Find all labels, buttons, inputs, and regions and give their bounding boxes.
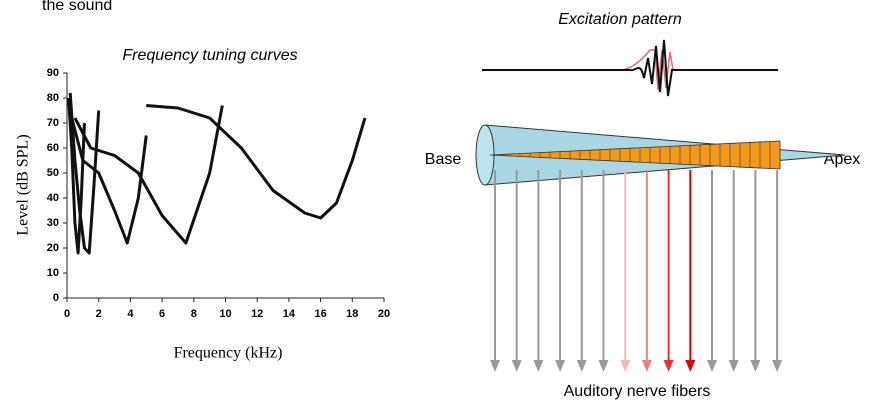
x-tick-label: 6 [159,308,165,320]
nerve-fibers [490,170,782,372]
y-tick-label: 60 [47,142,59,154]
fiber-head [555,360,565,372]
fiber-head [772,360,782,372]
x-tick-label: 16 [314,308,326,320]
x-tick-label: 8 [191,308,197,320]
fiber-head [750,360,760,372]
y-tick-label: 70 [47,117,59,129]
fibers-label: Auditory nerve fibers [564,383,711,400]
y-tick-label: 80 [47,92,59,104]
diagram-title: Excitation pattern [558,11,682,28]
base-label: Base [425,151,462,168]
y-tick-label: 30 [47,217,59,229]
y-axis-label: Level (dB SPL) [15,134,32,235]
x-tick-label: 0 [64,308,70,320]
fiber-head [599,360,609,372]
fiber-head [620,360,630,372]
x-tick-label: 4 [127,308,134,320]
y-tick-label: 20 [47,242,59,254]
x-tick-label: 2 [96,308,102,320]
fiber-head [490,360,500,372]
fiber-head [512,360,522,372]
x-tick-label: 10 [219,308,231,320]
chart-title: Frequency tuning curves [122,47,297,64]
header-text: the sound [42,0,112,14]
fiber-head [664,360,674,372]
fiber-head [685,360,695,372]
x-tick-label: 14 [283,308,296,320]
y-tick-label: 50 [47,167,59,179]
tuning-curve [146,106,365,219]
x-tick-label: 18 [346,308,358,320]
fiber-head [707,360,717,372]
y-tick-label: 0 [53,292,59,304]
x-tick-label: 20 [378,308,390,320]
x-axis-label: Frequency (kHz) [174,345,283,362]
x-tick-label: 12 [251,308,263,320]
fiber-head [642,360,652,372]
fiber-head [729,360,739,372]
y-tick-label: 90 [47,67,59,79]
y-tick-label: 10 [47,267,59,279]
fiber-head [577,360,587,372]
fiber-head [533,360,543,372]
plot: 0 10 20 30 40 50 60 70 80 90 0 2 4 6 8 10 12 14 16 18 20 [47,67,390,320]
figure: the sound Frequency tuning curves Freque… [0,0,871,403]
y-tick-label: 40 [47,192,59,204]
